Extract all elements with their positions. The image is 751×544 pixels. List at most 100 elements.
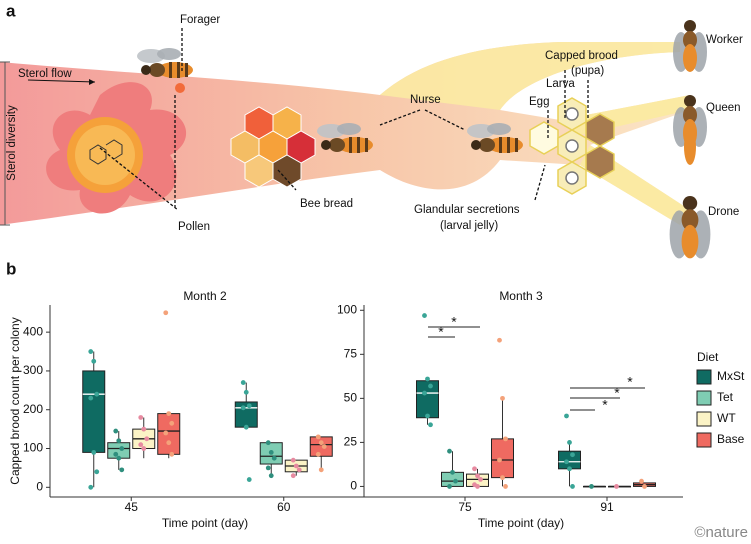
data-point: [318, 467, 324, 473]
x-axis-label: Time point (day): [162, 516, 248, 530]
label: Queen: [706, 102, 741, 114]
label: Sterol flow: [18, 68, 72, 80]
label: Glandular secretions: [414, 204, 520, 216]
chart-title: Month 2: [183, 289, 227, 303]
data-point: [113, 428, 119, 434]
data-point: [503, 484, 508, 489]
data-point: [265, 465, 271, 471]
data-point: [497, 337, 502, 343]
legend-swatch: [696, 411, 712, 427]
data-point: [246, 403, 252, 409]
data-point: [318, 440, 324, 446]
data-point: [166, 411, 172, 417]
label: Forager: [180, 14, 220, 26]
label: Sterol diversity: [6, 105, 18, 181]
data-point: [589, 484, 594, 489]
data-point: [166, 440, 172, 446]
legend-label: Base: [717, 432, 745, 446]
data-point: [141, 426, 147, 432]
label: Larva: [546, 78, 575, 90]
box: [491, 438, 514, 479]
chart-title: Month 3: [499, 289, 543, 303]
panel-a-art: [0, 20, 711, 259]
significance-star: *: [602, 397, 608, 413]
data-point: [425, 413, 430, 419]
data-point: [163, 430, 169, 436]
x-tick-label: 60: [277, 500, 291, 514]
data-point: [564, 459, 569, 465]
y-tick-label: 100: [23, 441, 43, 455]
y-tick-label: 400: [23, 324, 43, 338]
data-point: [88, 349, 94, 354]
data-point: [141, 446, 147, 451]
data-point: [290, 473, 296, 479]
data-point: [144, 436, 150, 442]
data-point: [293, 463, 299, 469]
data-point: [246, 477, 252, 482]
legend-swatch: [696, 390, 712, 406]
significance-star: *: [451, 314, 457, 330]
label: Pollen: [178, 221, 210, 233]
box: [234, 401, 258, 428]
data-point: [570, 452, 575, 458]
label: Capped brood: [545, 50, 618, 62]
data-point: [639, 478, 644, 484]
significance-star: *: [614, 385, 620, 401]
data-point: [268, 449, 274, 455]
data-point: [243, 389, 249, 395]
label: (larval jelly): [440, 220, 498, 232]
data-point: [243, 424, 249, 430]
box: [309, 436, 333, 457]
data-point: [500, 475, 505, 481]
x-tick-label: 91: [600, 500, 614, 514]
y-axis-label: Capped brood count per colony: [8, 317, 22, 484]
data-point: [169, 451, 175, 457]
data-point: [138, 442, 144, 448]
data-point: [425, 376, 430, 382]
legend-title: Diet: [697, 350, 719, 364]
data-point: [138, 415, 144, 420]
legend-swatch: [696, 369, 712, 385]
label: Worker: [706, 34, 743, 46]
box: [82, 370, 106, 453]
data-point: [422, 390, 427, 396]
y-tick-label: 50: [344, 391, 358, 405]
data-point: [570, 484, 575, 489]
panel-label: a: [6, 1, 16, 20]
data-point: [290, 457, 296, 463]
data-point: [240, 380, 246, 385]
y-tick-label: 0: [350, 479, 357, 493]
data-point: [94, 391, 100, 397]
data-point: [428, 383, 433, 389]
box: [416, 380, 439, 419]
data-point: [567, 439, 572, 445]
data-point: [428, 422, 433, 428]
y-tick-label: 100: [337, 302, 357, 316]
data-point: [91, 449, 97, 455]
y-tick-label: 25: [344, 435, 358, 449]
data-point: [472, 466, 477, 472]
label: (pupa): [571, 65, 604, 77]
data-point: [163, 310, 169, 316]
data-point: [296, 467, 302, 473]
data-point: [447, 448, 452, 454]
label: Bee bread: [300, 198, 353, 210]
data-point: [503, 436, 508, 442]
significance-star: *: [438, 324, 444, 340]
data-point: [564, 413, 569, 419]
box: [157, 413, 181, 455]
legend-label: WT: [717, 411, 736, 425]
x-tick-label: 45: [125, 500, 139, 514]
data-point: [91, 358, 97, 364]
data-point: [321, 444, 327, 449]
data-point: [113, 451, 119, 457]
data-point: [265, 440, 271, 446]
data-point: [497, 457, 502, 463]
data-point: [88, 484, 94, 490]
data-point: [240, 405, 246, 411]
x-axis-label: Time point (day): [478, 516, 564, 530]
data-point: [119, 446, 125, 451]
data-point: [271, 455, 277, 461]
y-tick-label: 0: [36, 479, 43, 493]
